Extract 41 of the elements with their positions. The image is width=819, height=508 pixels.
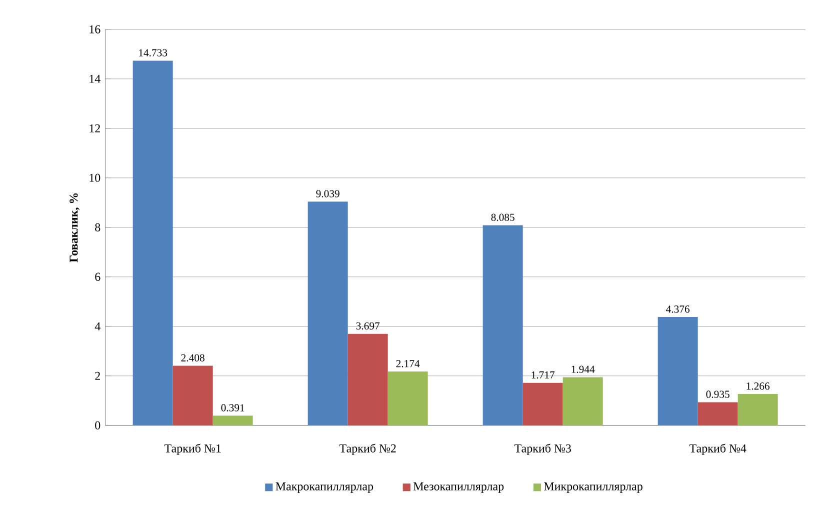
bar [348, 334, 388, 426]
x-tick-label: Таркиб №1 [164, 444, 221, 455]
bar [738, 394, 778, 426]
bar [308, 202, 348, 426]
x-tick-label: Таркиб №2 [339, 444, 396, 455]
y-tick-label: 8 [95, 223, 100, 232]
data-label: 1.717 [532, 371, 555, 379]
data-label: 9.039 [316, 190, 340, 198]
bar [522, 382, 563, 426]
y-tick-label: 2 [95, 372, 100, 380]
data-label: 3.697 [356, 322, 380, 330]
bar [658, 317, 698, 426]
y-tick-label: 6 [95, 272, 100, 281]
y-tick-label: 16 [90, 25, 100, 34]
data-label: 2.174 [396, 360, 420, 368]
y-tick-label: 10 [90, 174, 100, 182]
data-label: 1.266 [746, 382, 770, 390]
data-label: 8.085 [491, 214, 514, 221]
bar [698, 402, 738, 426]
x-tick-label: Таркиб №3 [514, 444, 571, 455]
y-axis-title: Говаклик, % [70, 193, 80, 262]
bar [562, 377, 603, 426]
y-tick-label: 4 [94, 322, 100, 330]
y-tick-label: 12 [90, 124, 100, 132]
bar [388, 372, 428, 426]
data-label: 0.391 [221, 404, 244, 412]
bar [482, 225, 523, 426]
legend-label: Макрокапиллярлар [276, 482, 374, 493]
data-label: 2.408 [181, 354, 204, 362]
bar [132, 60, 173, 426]
x-tick-label: Таркиб №4 [689, 444, 746, 455]
y-tick-label: 0 [95, 421, 100, 430]
legend-label: Микрокапиллярлар [544, 482, 642, 493]
data-label: 0.935 [706, 390, 730, 398]
bar [212, 416, 253, 426]
data-label: 14.733 [139, 49, 168, 56]
y-tick-label: 14 [90, 74, 100, 83]
legend-label: Мезокапиллярлар [413, 482, 504, 493]
data-label: 1.944 [572, 366, 595, 373]
bar [172, 366, 213, 426]
data-label: 4.376 [666, 306, 690, 313]
